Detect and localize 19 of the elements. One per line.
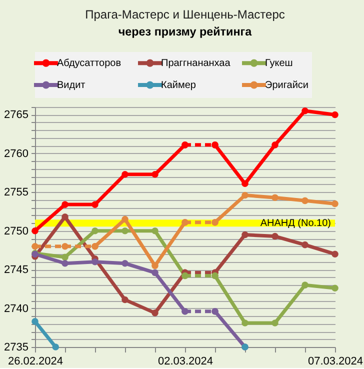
y-tick-label: 2755 (4, 186, 28, 199)
legend-label: Гукеш (265, 58, 293, 70)
x-tick-label: 26.02.2024 (8, 356, 64, 368)
legend-label: Абдусатторов (57, 58, 122, 70)
chart-title: Прага-Мастерс и Шенцень-Мастерс (85, 7, 285, 22)
legend-label: Эригайси (265, 80, 308, 91)
x-tick-label: 02.03.2024 (158, 356, 214, 368)
y-tick-label: 2750 (4, 225, 28, 238)
legend-label: Каймер (161, 80, 196, 91)
y-tick-label: 2740 (4, 302, 28, 315)
chart-subtitle: через призму рейтинга (118, 25, 252, 38)
legend-label: Праггнананхаа (161, 58, 231, 70)
ref-line-label: АНАНД (No.10) (260, 218, 331, 230)
legend-label: Видит (57, 80, 86, 91)
y-tick-label: 2735 (4, 342, 28, 354)
y-tick-label: 2760 (4, 148, 28, 160)
y-tick-label: 2765 (4, 109, 28, 122)
x-tick-label: 07.03.2024 (308, 356, 364, 368)
y-tick-label: 2745 (4, 264, 28, 276)
